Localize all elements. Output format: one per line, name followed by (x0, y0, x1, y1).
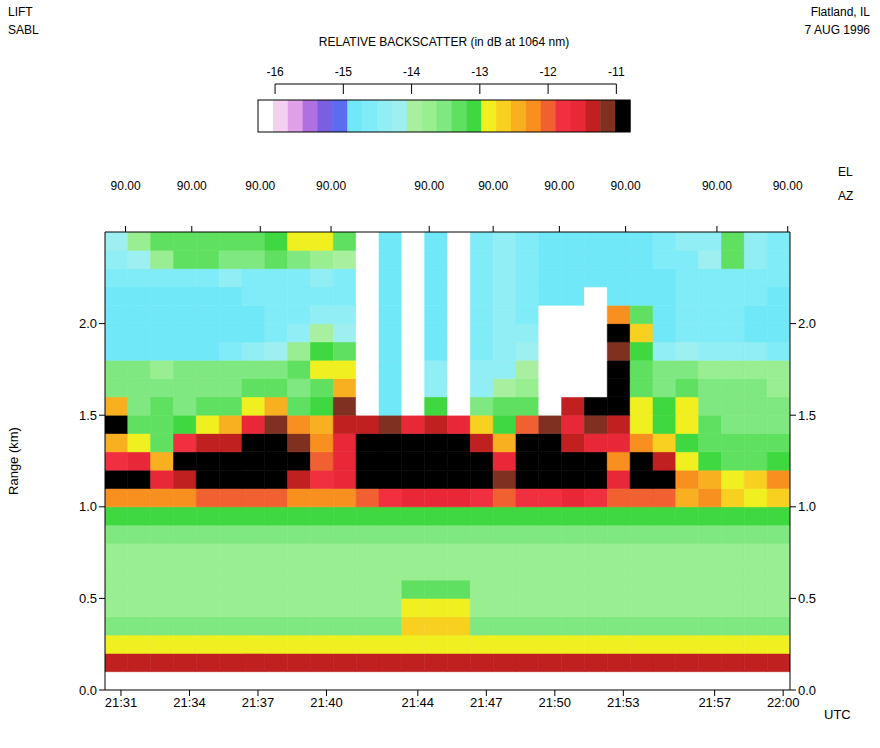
svg-text:21:31: 21:31 (105, 695, 138, 710)
svg-text:90.00: 90.00 (414, 179, 444, 193)
svg-text:21:40: 21:40 (310, 695, 343, 710)
svg-text:RELATIVE BACKSCATTER (in dB at: RELATIVE BACKSCATTER (in dB at 1064 nm) (319, 35, 569, 49)
svg-text:7 AUG 1996: 7 AUG 1996 (805, 23, 871, 37)
svg-text:-15: -15 (335, 65, 353, 79)
svg-text:21:53: 21:53 (607, 695, 640, 710)
svg-text:-14: -14 (403, 65, 421, 79)
svg-text:90.00: 90.00 (478, 179, 508, 193)
svg-text:AZ: AZ (838, 189, 853, 203)
svg-text:90.00: 90.00 (773, 179, 803, 193)
svg-text:21:57: 21:57 (698, 695, 731, 710)
svg-text:21:47: 21:47 (470, 695, 503, 710)
svg-text:1.0: 1.0 (79, 499, 97, 514)
svg-text:21:44: 21:44 (402, 695, 435, 710)
svg-text:1.0: 1.0 (798, 499, 816, 514)
svg-text:21:37: 21:37 (242, 695, 275, 710)
svg-text:-13: -13 (471, 65, 489, 79)
svg-text:Range (km): Range (km) (6, 427, 21, 495)
svg-text:0.5: 0.5 (798, 591, 816, 606)
svg-text:90.00: 90.00 (177, 179, 207, 193)
svg-text:1.5: 1.5 (79, 408, 97, 423)
svg-text:SABL: SABL (8, 23, 39, 37)
svg-text:2.0: 2.0 (798, 316, 816, 331)
svg-text:LIFT: LIFT (8, 5, 33, 19)
svg-text:-12: -12 (539, 65, 557, 79)
svg-text:2.0: 2.0 (79, 316, 97, 331)
svg-text:-16: -16 (266, 65, 284, 79)
svg-text:21:50: 21:50 (539, 695, 572, 710)
svg-text:21:34: 21:34 (173, 695, 206, 710)
svg-text:90.00: 90.00 (611, 179, 641, 193)
svg-text:90.00: 90.00 (245, 179, 275, 193)
svg-text:90.00: 90.00 (111, 179, 141, 193)
svg-text:UTC: UTC (824, 707, 851, 722)
svg-text:90.00: 90.00 (702, 179, 732, 193)
svg-text:0.5: 0.5 (79, 591, 97, 606)
svg-text:0.0: 0.0 (79, 683, 97, 698)
svg-text:1.5: 1.5 (798, 408, 816, 423)
svg-text:90.00: 90.00 (544, 179, 574, 193)
svg-text:90.00: 90.00 (316, 179, 346, 193)
svg-text:EL: EL (838, 165, 853, 179)
svg-text:22:00: 22:00 (767, 695, 800, 710)
svg-text:0.0: 0.0 (798, 683, 816, 698)
svg-text:Flatland, IL: Flatland, IL (811, 5, 871, 19)
svg-text:-11: -11 (608, 65, 625, 79)
